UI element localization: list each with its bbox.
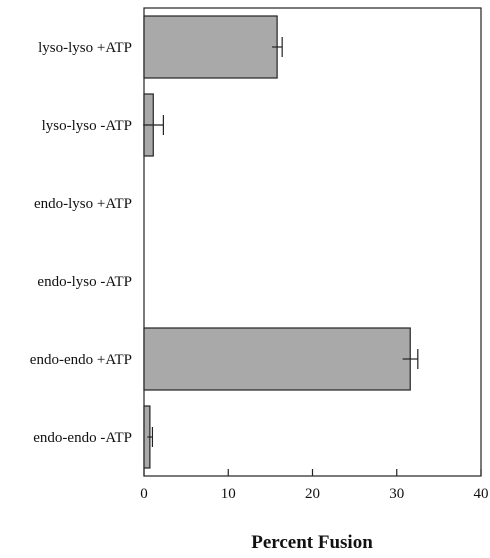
x-axis-title: Percent Fusion	[251, 532, 373, 553]
category-label: lyso-lyso -ATP	[42, 118, 132, 134]
x-tick-label: 40	[474, 486, 489, 502]
x-tick-label: 10	[221, 486, 236, 502]
category-label: endo-endo -ATP	[33, 430, 132, 446]
category-label: endo-endo +ATP	[30, 352, 132, 368]
bar	[143, 327, 411, 391]
x-tick-label: 0	[140, 486, 148, 502]
x-axis-ticks: 0 10 20 30 40	[140, 469, 489, 502]
x-tick-label: 20	[305, 486, 320, 502]
category-label: endo-lyso +ATP	[34, 196, 132, 212]
x-tick-label: 30	[389, 486, 404, 502]
category-label: endo-lyso -ATP	[37, 274, 132, 290]
bars-group	[143, 15, 419, 469]
category-label: lyso-lyso +ATP	[38, 40, 132, 56]
category-labels: lyso-lyso +ATP lyso-lyso -ATP endo-lyso +A…	[30, 40, 132, 446]
bar	[143, 15, 278, 79]
